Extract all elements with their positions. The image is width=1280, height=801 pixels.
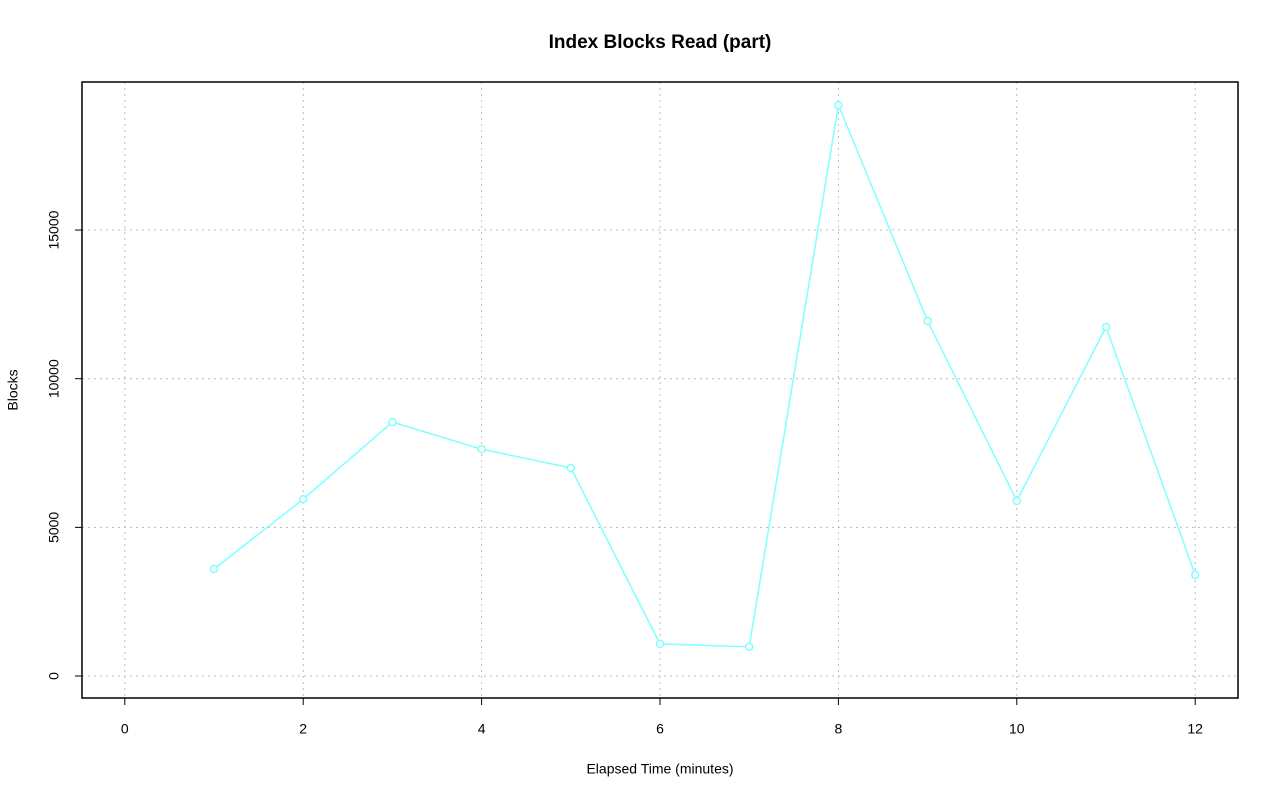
data-point (1190, 570, 1200, 580)
y-tick-label: 10000 (46, 359, 62, 398)
y-axis-label: Blocks (5, 369, 21, 410)
data-point (477, 444, 486, 454)
y-tick-label: 5000 (46, 512, 62, 543)
data-point (923, 316, 932, 326)
data-point (209, 564, 219, 574)
data-point (566, 463, 576, 473)
x-axis-label: Elapsed Time (minutes) (586, 761, 733, 777)
data-point (834, 100, 843, 110)
chart-title: Index Blocks Read (part) (549, 32, 772, 53)
x-tick-label: 8 (834, 721, 842, 737)
data-point (1101, 322, 1111, 332)
data-point (744, 642, 754, 652)
x-tick-label: 4 (478, 721, 486, 737)
x-tick-label: 12 (1187, 721, 1203, 737)
data-point (298, 494, 308, 504)
x-tick-label: 0 (121, 721, 129, 737)
data-point (655, 639, 665, 649)
x-tick-label: 10 (1009, 721, 1025, 737)
grid (82, 82, 1238, 698)
data-point (388, 417, 397, 427)
data-line (213, 102, 1196, 648)
x-tick-label: 2 (299, 721, 307, 737)
y-tick-label: 15000 (46, 210, 62, 249)
x-tick-label: 6 (656, 721, 664, 737)
y-tick-label: 0 (46, 672, 62, 680)
data-point (1012, 496, 1022, 506)
